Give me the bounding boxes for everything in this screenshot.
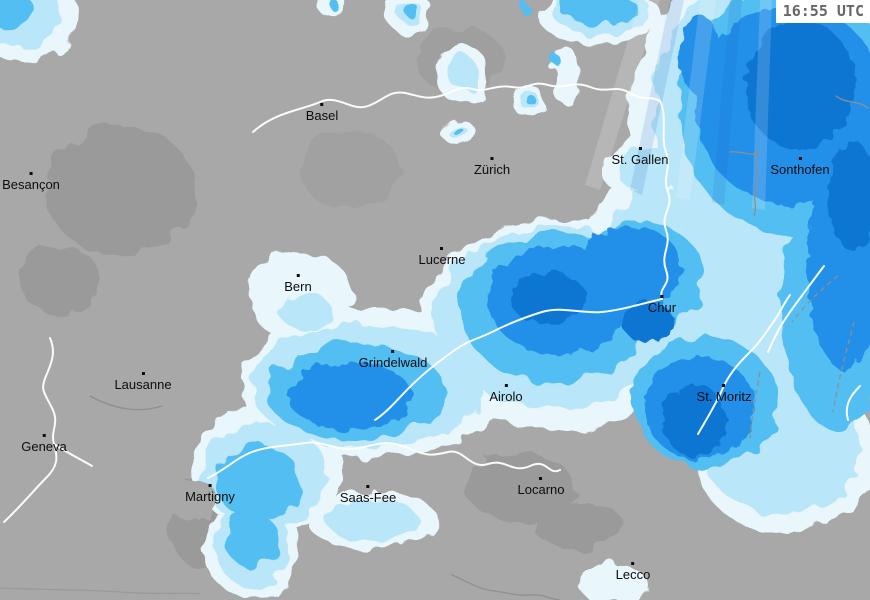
- city-dot-icon: [722, 384, 726, 387]
- city-dot-icon: [660, 295, 664, 298]
- city-label: St. Gallen: [611, 152, 669, 167]
- city-marker: Lausanne: [114, 372, 172, 392]
- city-marker: Airolo: [489, 384, 523, 404]
- city-label: Chur: [647, 300, 677, 315]
- city-label: Sonthofen: [770, 162, 830, 177]
- city-dot-icon: [366, 485, 370, 488]
- dashed-border: [749, 275, 855, 439]
- country-borders: [3, 82, 861, 523]
- city-marker: Sonthofen: [770, 157, 830, 177]
- radar-streaks-light: [585, 0, 772, 210]
- city-dot-icon: [29, 172, 33, 175]
- city-label: Bern: [284, 279, 312, 294]
- city-marker: St. Moritz: [696, 384, 752, 404]
- city-dot-icon: [42, 434, 46, 437]
- city-label: Zürich: [473, 162, 511, 177]
- city-marker: Lecco: [615, 562, 651, 582]
- city-marker: Chur: [647, 295, 677, 315]
- city-dot-icon: [440, 247, 444, 250]
- city-label: Lecco: [615, 567, 651, 582]
- city-dot-icon: [638, 147, 642, 150]
- city-marker: Saas-Fee: [339, 485, 397, 505]
- city-marker: Basel: [305, 103, 339, 123]
- city-label: Grindelwald: [358, 355, 428, 370]
- city-dot-icon: [391, 350, 395, 353]
- city-label: Lucerne: [418, 252, 466, 267]
- city-dot-icon: [490, 157, 494, 160]
- dry-pocket: [166, 480, 218, 520]
- city-label: Basel: [305, 108, 339, 123]
- region-borders: [0, 95, 869, 600]
- city-dot-icon: [141, 372, 145, 375]
- city-label: St. Moritz: [696, 389, 752, 404]
- city-marker: Martigny: [185, 484, 235, 504]
- city-dot-icon: [798, 157, 802, 160]
- city-dot-icon: [631, 562, 635, 565]
- city-dot-icon: [504, 384, 508, 387]
- city-marker: St. Gallen: [611, 147, 669, 167]
- city-marker: Geneva: [21, 434, 67, 454]
- city-dot-icon: [296, 274, 300, 277]
- city-dot-icon: [320, 103, 324, 106]
- rain-intensity-5: [510, 20, 870, 456]
- city-dot-icon: [208, 484, 212, 487]
- city-dot-icon: [539, 477, 543, 480]
- city-label: Airolo: [489, 389, 523, 404]
- city-label: Besançon: [2, 177, 60, 192]
- city-label: Martigny: [185, 489, 235, 504]
- city-label: Locarno: [517, 482, 565, 497]
- timestamp-badge: 16:55 UTC: [775, 0, 870, 23]
- city-marker: Zürich: [473, 157, 511, 177]
- city-marker: Grindelwald: [358, 350, 428, 370]
- city-marker: Bern: [284, 274, 312, 294]
- city-label: Lausanne: [114, 377, 172, 392]
- city-marker: Locarno: [517, 477, 565, 497]
- radar-streaks-dark: [630, 0, 742, 205]
- city-marker: Lucerne: [418, 247, 466, 267]
- city-label: Geneva: [21, 439, 67, 454]
- city-marker: Besançon: [2, 172, 60, 192]
- city-label: Saas-Fee: [339, 490, 397, 505]
